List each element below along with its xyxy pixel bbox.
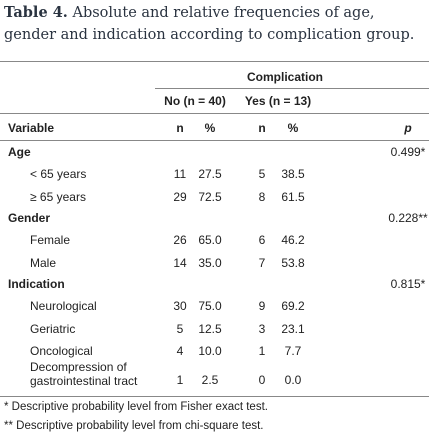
cell: 14 — [173, 255, 187, 270]
p-value: 0.499* — [390, 145, 426, 159]
rule — [155, 88, 429, 89]
footnote: * Descriptive probability level from Fis… — [4, 401, 268, 413]
caption: Table 4. Absolute and relative frequenci… — [4, 2, 426, 46]
cell: 4 — [176, 344, 184, 358]
rule — [0, 396, 429, 397]
cell: 8 — [258, 189, 266, 204]
row-label: Decompression of gastrointestinal tract — [30, 359, 138, 388]
cell: 5 — [176, 321, 184, 336]
row-label: ≥ 65 years — [30, 189, 86, 204]
cell: 5 — [258, 167, 266, 181]
cell: 1 — [176, 372, 184, 387]
row-label: Female — [30, 233, 71, 247]
cell: 38.5 — [281, 167, 305, 181]
subgroup-header: Yes (n = 13) — [244, 94, 312, 108]
cell: 46.2 — [281, 233, 305, 247]
cell: 12.5 — [198, 321, 222, 336]
section-label: Age — [8, 145, 31, 159]
cell: 69.2 — [281, 299, 305, 313]
cell: 35.0 — [198, 255, 222, 270]
row-label: Geriatric — [30, 321, 76, 336]
section-label: Gender — [8, 211, 51, 225]
cell: 7 — [258, 255, 266, 270]
cell: 72.5 — [198, 189, 222, 204]
group-header: Complication — [246, 70, 323, 84]
column-header: p — [404, 121, 412, 135]
cell: 75.0 — [198, 299, 222, 313]
cell: 10.0 — [198, 344, 222, 358]
cell: 27.5 — [198, 167, 222, 181]
rule — [0, 113, 429, 114]
subgroup-header: No (n = 40) — [164, 94, 226, 108]
row-label: Neurological — [30, 299, 97, 313]
cell: 53.8 — [281, 255, 305, 270]
caption-label: Table 4. — [4, 4, 68, 21]
cell: 6 — [258, 233, 266, 247]
cell: 0.0 — [284, 372, 302, 387]
cell: 30 — [173, 299, 187, 313]
cell: 2.5 — [201, 372, 219, 387]
cell: 61.5 — [281, 189, 305, 204]
cell: 23.1 — [281, 321, 305, 336]
cell: 3 — [258, 321, 266, 336]
column-header: % — [204, 121, 216, 135]
cell: 26 — [173, 233, 187, 247]
p-value: 0.815* — [390, 277, 426, 291]
cell: 1 — [258, 344, 266, 358]
column-header: n — [258, 121, 266, 135]
cell: 11 — [173, 167, 187, 181]
cell: 65.0 — [198, 233, 222, 247]
rule — [0, 140, 429, 141]
section-label: Indication — [8, 277, 65, 291]
cell: 7.7 — [284, 344, 302, 358]
column-header: n — [176, 121, 184, 135]
footnote: ** Descriptive probability level from ch… — [4, 420, 264, 432]
column-header: Variable — [8, 121, 55, 135]
cell: 0 — [258, 372, 266, 387]
column-header: % — [287, 121, 299, 135]
p-value: 0.228** — [388, 211, 428, 225]
cell: 9 — [258, 299, 266, 313]
rule — [0, 61, 429, 62]
row-label: < 65 years — [30, 167, 87, 181]
cell: 29 — [173, 189, 187, 204]
row-label: Oncological — [30, 344, 93, 358]
caption-text: Absolute and relative frequencies of age… — [4, 5, 415, 43]
row-label: Male — [30, 255, 57, 270]
